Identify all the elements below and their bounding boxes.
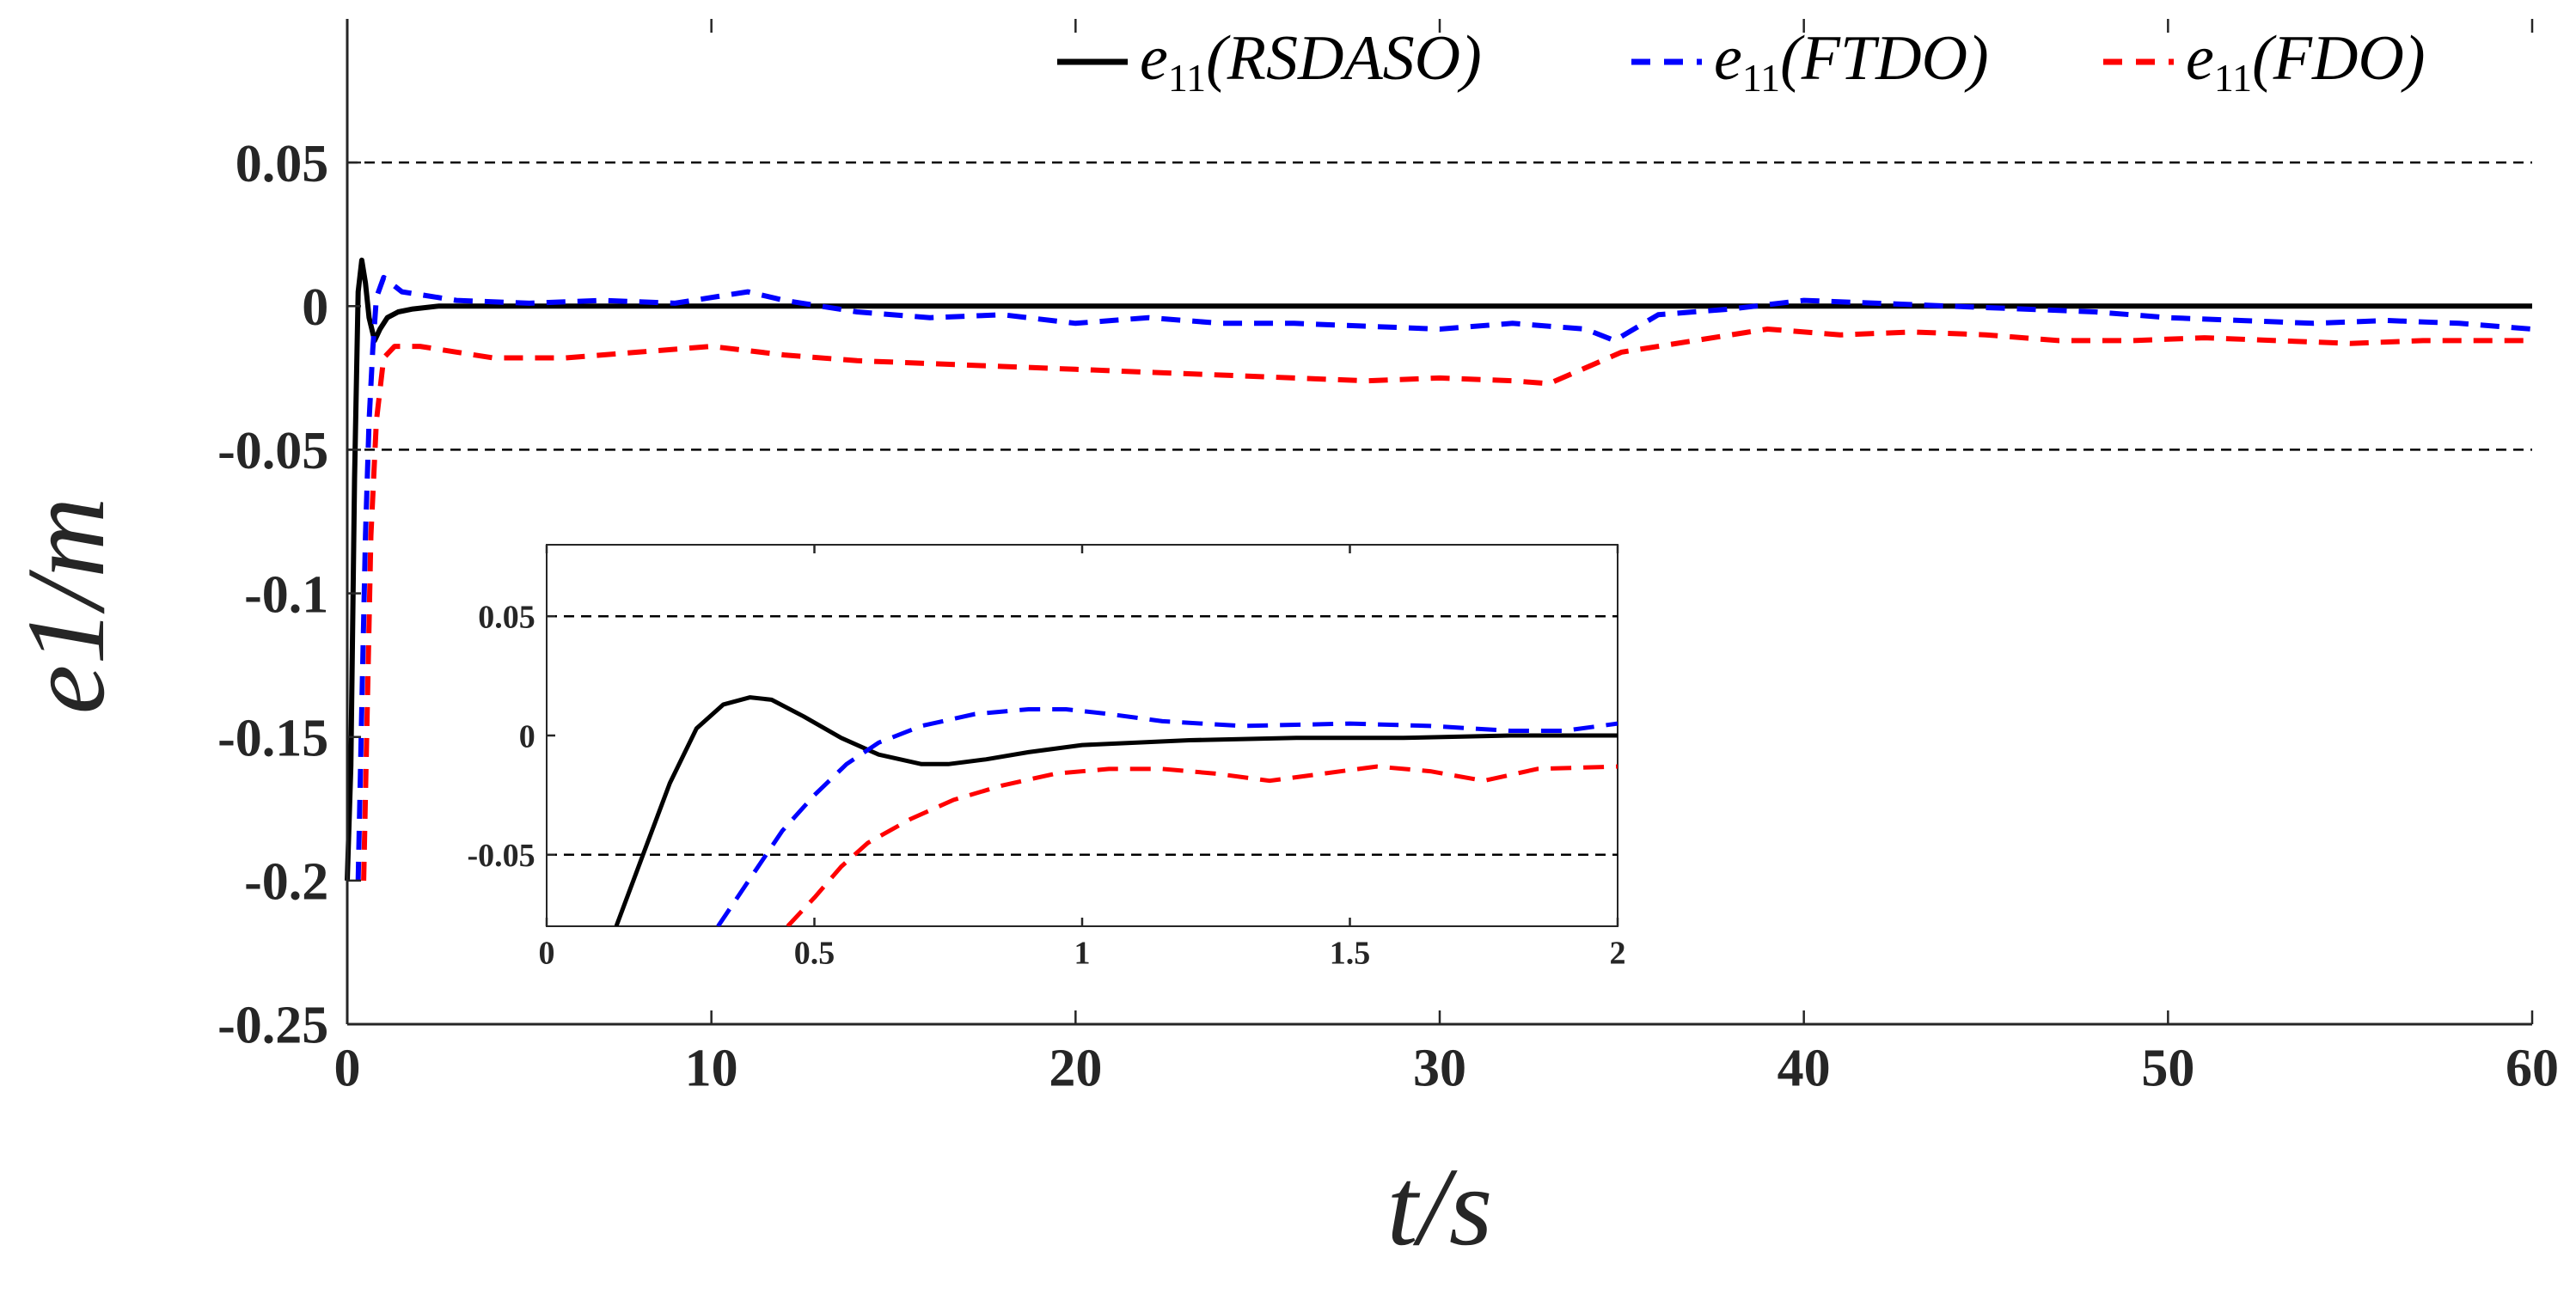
main-x-ticks: 0 10 20 30 40 50 60: [334, 19, 2559, 1097]
main-x-tick-label-5: 50: [2141, 1039, 2194, 1097]
main-y-tick-label-3: -0.1: [244, 565, 328, 624]
inset-series-line-2: [786, 764, 1618, 926]
inset-x-tick-label-2: 1: [1074, 936, 1091, 972]
main-y-ticks: -0.25 -0.2 -0.15 -0.1 -0.05 0 0.05: [217, 135, 361, 1055]
legend: e11(RSDASO) e11(FTDO) e11(FDO): [1057, 23, 2426, 100]
main-x-tick-label-3: 30: [1413, 1039, 1466, 1097]
main-x-tick-label-2: 20: [1049, 1039, 1102, 1097]
inset-y-tick-label-0: -0.05: [468, 838, 535, 874]
legend-label-1: e11(FTDO): [1714, 23, 1989, 100]
y-axis-title: e1/m: [4, 497, 128, 715]
main-y-tick-label-2: -0.15: [217, 709, 328, 767]
inset-x-tick-label-1: 0.5: [794, 936, 835, 972]
main-y-tick-label-5: 0: [302, 278, 328, 337]
main-series-line-2: [361, 327, 2532, 881]
main-y-tick-label-1: -0.2: [244, 853, 328, 912]
inset-y-ticks: -0.05 0 0.05: [468, 600, 555, 874]
inset-plot: 0 0.5 1 1.5 2 -0.05 0 0.05: [468, 544, 1626, 972]
inset-x-tick-label-4: 2: [1610, 936, 1626, 972]
main-x-tick-label-4: 40: [1778, 1039, 1831, 1097]
inset-x-tick-label-0: 0: [539, 936, 555, 972]
main-y-tick-label-6: 0.05: [236, 135, 329, 193]
inset-series-line-1: [716, 707, 1618, 926]
main-series-line-0: [345, 257, 2532, 881]
main-series-group: [345, 257, 2533, 881]
main-y-tick-label-0: -0.25: [217, 997, 328, 1055]
x-axis-title: t/s: [1387, 1145, 1493, 1269]
inset-series-group: [614, 695, 1618, 926]
inset-y-tick-label-2: 0.05: [478, 600, 535, 636]
legend-label-2: e11(FDO): [2186, 23, 2426, 100]
main-x-tick-label-0: 0: [334, 1039, 361, 1097]
inset-x-tick-label-3: 1.5: [1330, 936, 1371, 972]
legend-label-0: e11(RSDASO): [1140, 23, 1482, 100]
main-reference-lines: [347, 161, 2532, 451]
inset-y-tick-label-1: 0: [519, 718, 535, 754]
inset-x-ticks: 0 0.5 1 1.5 2: [539, 545, 1626, 972]
inset-reference-lines: [547, 615, 1618, 856]
main-x-tick-label-1: 10: [685, 1039, 738, 1097]
inset-series-line-0: [614, 695, 1618, 926]
main-x-tick-label-6: 60: [2506, 1039, 2559, 1097]
main-plot: 0 10 20 30 40 50 60 -0.25-0.2-0.15-0.1-0.0500.…: [4, 19, 2559, 1269]
main-y-tick-label-4: -0.05: [217, 422, 328, 480]
